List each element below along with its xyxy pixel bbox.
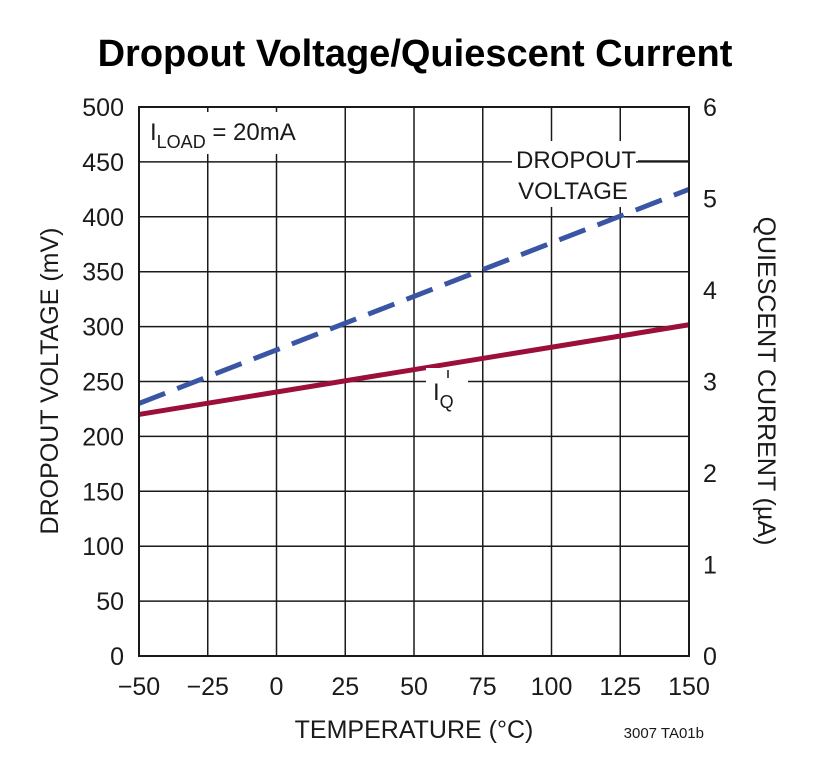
x-tick-label-4: 50 (400, 673, 428, 701)
figure-code: 3007 TA01b (624, 725, 704, 742)
y-left-tick-label-6: 300 (82, 314, 124, 342)
y-left-tick-label-10: 500 (82, 94, 124, 122)
iq-label-main: I (433, 379, 440, 406)
y-right-tick-label-2: 2 (703, 460, 717, 488)
x-tick-label-3: 25 (331, 673, 359, 701)
iq-label-sub: Q (440, 392, 454, 412)
load-condition-main: I (150, 119, 157, 146)
load-condition-label: ILOAD = 20mA (150, 119, 296, 152)
y-right-tick-label-1: 1 (703, 552, 717, 580)
y-right-tick-label-3: 3 (703, 369, 717, 397)
x-tick-label-6: 100 (531, 673, 573, 701)
y-right-tick-label-6: 6 (703, 94, 717, 122)
x-tick-label-1: −25 (187, 673, 229, 701)
series-line-dropout-voltage (138, 187, 690, 406)
iq-label-bg (426, 368, 468, 416)
plot-frame (138, 106, 690, 657)
x-tick-label-2: 0 (270, 673, 284, 701)
y-left-tick-label-8: 400 (82, 204, 124, 232)
y-axis-right-label: QUIESCENT CURRENT (µA) (752, 217, 780, 546)
y-left-tick-label-1: 50 (96, 588, 124, 616)
x-axis-label: TEMPERATURE (°C) (295, 716, 534, 744)
x-tick-label-5: 75 (469, 673, 497, 701)
iq-label: IQ (433, 379, 454, 412)
condition-box-bg (144, 112, 334, 154)
series-line-iq (138, 322, 690, 417)
grid (138, 106, 690, 657)
x-tick-label-8: 150 (668, 673, 710, 701)
y-right-tick-label-5: 5 (703, 186, 717, 214)
y-left-tick-label-2: 100 (82, 533, 124, 561)
y-left-tick-label-0: 0 (110, 643, 124, 671)
y-left-tick-label-3: 150 (82, 478, 124, 506)
x-tick-label-0: −50 (118, 673, 160, 701)
load-condition-sub: LOAD (157, 132, 206, 152)
series-group (138, 187, 690, 417)
y-left-tick-label-5: 250 (82, 369, 124, 397)
load-condition-rest: = 20mA (206, 119, 296, 146)
dropout-voltage-label-line2: VOLTAGE (518, 178, 628, 205)
tick-labels: −50 −25 0 25 50 75 100 125 150050100150200250300… (82, 94, 717, 701)
y-axis-left-label: DROPOUT VOLTAGE (mV) (36, 228, 64, 535)
y-right-tick-label-4: 4 (703, 277, 717, 305)
x-tick-label-7: 125 (599, 673, 641, 701)
dropout-label-bg (512, 141, 636, 207)
y-right-tick-label-0: 0 (703, 643, 717, 671)
dropout-voltage-label-line1: DROPOUT (516, 147, 636, 174)
y-left-tick-label-7: 350 (82, 259, 124, 287)
y-left-tick-label-9: 450 (82, 149, 124, 177)
y-left-tick-label-4: 200 (82, 423, 124, 451)
chart-title: Dropout Voltage/Quiescent Current (98, 33, 733, 75)
